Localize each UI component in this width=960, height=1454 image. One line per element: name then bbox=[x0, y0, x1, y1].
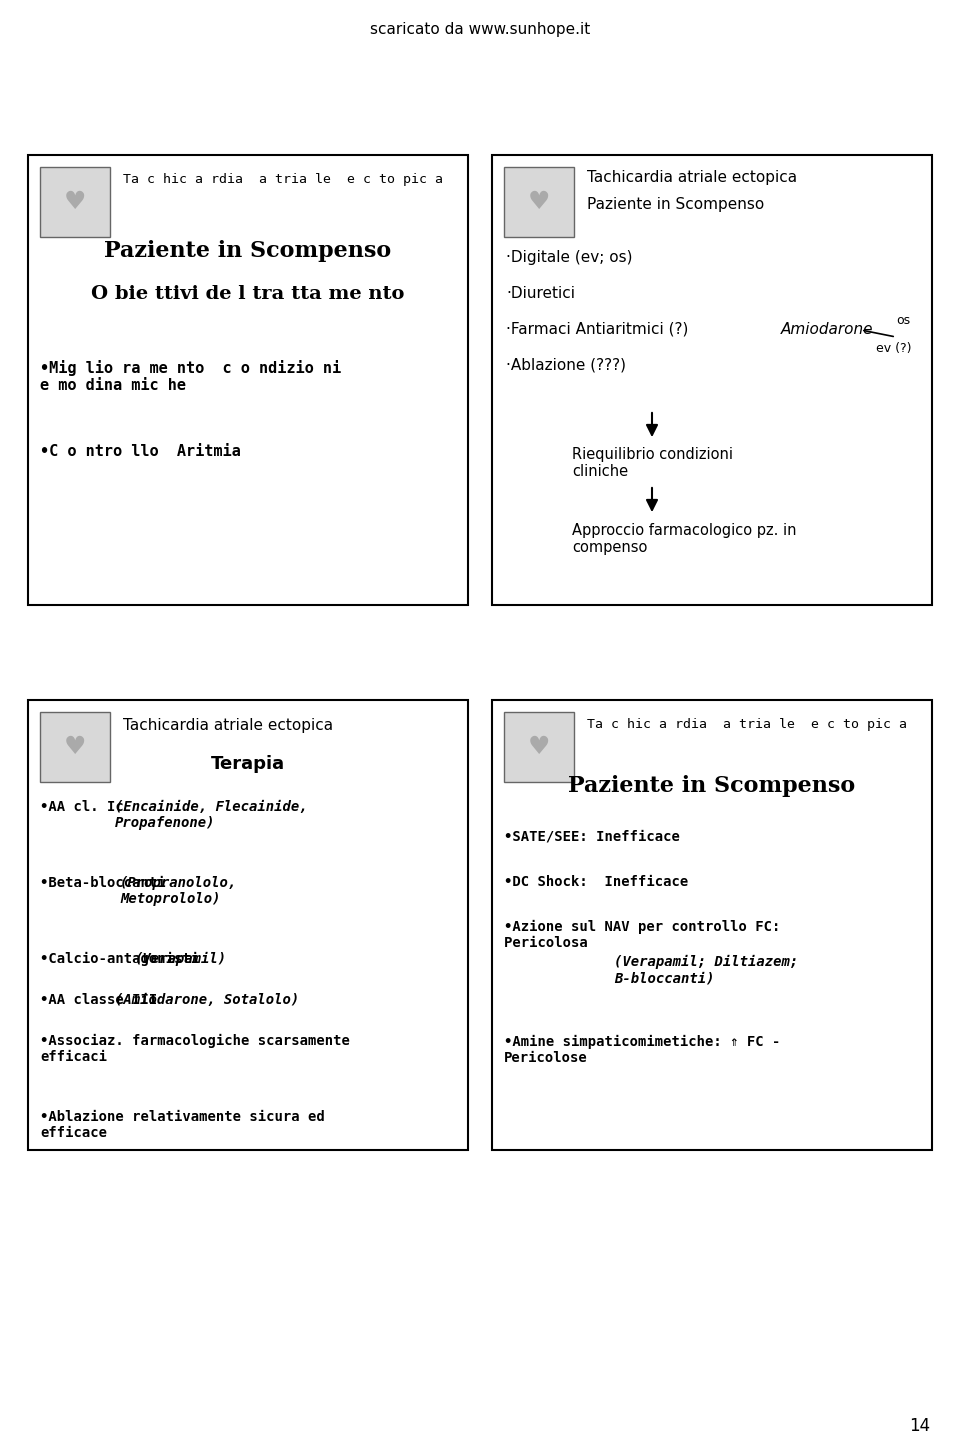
Text: O bie ttivi de l tra tta me nto: O bie ttivi de l tra tta me nto bbox=[91, 285, 405, 302]
Text: •Calcio-antagonisti: •Calcio-antagonisti bbox=[40, 952, 207, 965]
Text: (Verapamil): (Verapamil) bbox=[135, 952, 228, 965]
Text: Amiodarone: Amiodarone bbox=[781, 321, 874, 337]
Bar bbox=[28, 699, 468, 1150]
Bar bbox=[504, 712, 574, 782]
Text: Paziente in Scompenso: Paziente in Scompenso bbox=[105, 240, 392, 262]
Text: 14: 14 bbox=[909, 1418, 930, 1435]
Text: Paziente in Scompenso: Paziente in Scompenso bbox=[587, 196, 764, 212]
Text: •Beta-bloccanti: •Beta-bloccanti bbox=[40, 875, 174, 890]
Text: Paziente in Scompenso: Paziente in Scompenso bbox=[568, 775, 855, 797]
Bar bbox=[492, 699, 932, 1150]
Text: ♥: ♥ bbox=[528, 190, 550, 214]
Text: (Propranololo,
Metoprololo): (Propranololo, Metoprololo) bbox=[120, 875, 237, 906]
Text: os: os bbox=[896, 314, 910, 327]
Bar bbox=[40, 167, 110, 237]
Text: Tachicardia atriale ectopica: Tachicardia atriale ectopica bbox=[587, 170, 797, 185]
Text: •Azione sul NAV per controllo FC:
Pericolosa: •Azione sul NAV per controllo FC: Perico… bbox=[504, 920, 780, 951]
Text: (Amiodarone, Sotalolo): (Amiodarone, Sotalolo) bbox=[115, 993, 300, 1008]
Text: Tachicardia atriale ectopica: Tachicardia atriale ectopica bbox=[123, 718, 333, 733]
Text: •DC Shock:  Inefficace: •DC Shock: Inefficace bbox=[504, 875, 688, 888]
Bar bbox=[40, 712, 110, 782]
Text: •Associaz. farmacologiche scarsamente
efficaci: •Associaz. farmacologiche scarsamente ef… bbox=[40, 1034, 349, 1064]
Text: scaricato da www.sunhope.it: scaricato da www.sunhope.it bbox=[370, 22, 590, 36]
Text: Ta c hic a rdia  a tria le  e c to pic a: Ta c hic a rdia a tria le e c to pic a bbox=[587, 718, 907, 731]
Text: ♥: ♥ bbox=[63, 736, 86, 759]
Bar bbox=[28, 156, 468, 605]
Text: Terapia: Terapia bbox=[211, 755, 285, 774]
Text: ·Diuretici: ·Diuretici bbox=[506, 286, 575, 301]
Text: ♥: ♥ bbox=[63, 190, 86, 214]
Text: •Ablazione relativamente sicura ed
efficace: •Ablazione relativamente sicura ed effic… bbox=[40, 1109, 324, 1140]
Text: ·Farmaci Antiaritmici (?): ·Farmaci Antiaritmici (?) bbox=[506, 321, 688, 337]
Text: (Verapamil; Diltiazem;
B-bloccanti): (Verapamil; Diltiazem; B-bloccanti) bbox=[614, 955, 799, 986]
Text: •AA cl. Ic: •AA cl. Ic bbox=[40, 800, 132, 814]
Text: •C o ntro llo  Aritmia: •C o ntro llo Aritmia bbox=[40, 443, 241, 459]
Text: Riequilibrio condizioni
cliniche: Riequilibrio condizioni cliniche bbox=[572, 446, 733, 480]
Bar bbox=[492, 156, 932, 605]
Text: •SATE/SEE: Inefficace: •SATE/SEE: Inefficace bbox=[504, 830, 680, 843]
Text: ev (?): ev (?) bbox=[876, 342, 911, 355]
Text: ·Digitale (ev; os): ·Digitale (ev; os) bbox=[506, 250, 633, 265]
Text: (Encainide, Flecainide,
Propafenone): (Encainide, Flecainide, Propafenone) bbox=[115, 800, 307, 830]
Text: Approccio farmacologico pz. in
compenso: Approccio farmacologico pz. in compenso bbox=[572, 523, 797, 555]
Text: •AA classe III: •AA classe III bbox=[40, 993, 166, 1008]
Text: Ta c hic a rdia  a tria le  e c to pic a: Ta c hic a rdia a tria le e c to pic a bbox=[123, 173, 443, 186]
Text: •Amine simpaticomimetiche: ⇑ FC -
Pericolose: •Amine simpaticomimetiche: ⇑ FC - Perico… bbox=[504, 1035, 780, 1066]
Text: ·Ablazione (???): ·Ablazione (???) bbox=[506, 358, 626, 374]
Text: •Mig lio ra me nto  c o ndizio ni
e mo dina mic he: •Mig lio ra me nto c o ndizio ni e mo di… bbox=[40, 361, 341, 394]
Bar bbox=[504, 167, 574, 237]
Text: ♥: ♥ bbox=[528, 736, 550, 759]
